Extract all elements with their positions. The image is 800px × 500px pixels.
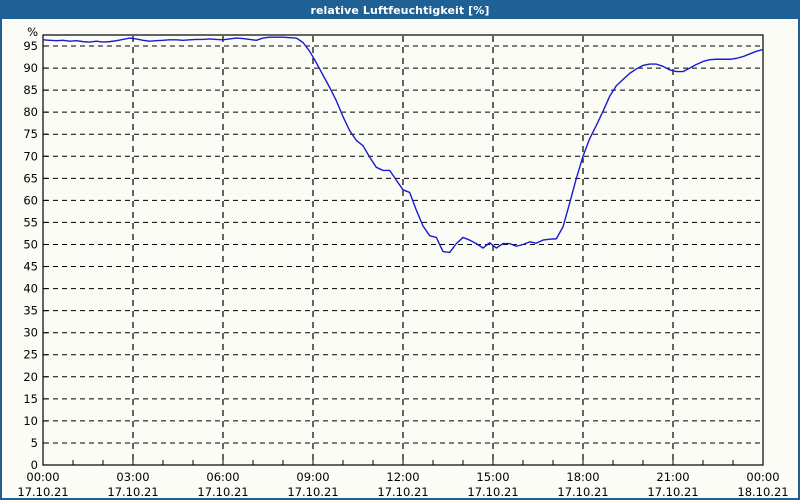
x-tick-label-time: 18:00	[566, 470, 599, 484]
y-tick-label: 20	[23, 370, 38, 384]
x-tick-label-date: 17.10.21	[287, 485, 338, 498]
x-axis-labels: 00:0017.10.2103:0017.10.2106:0017.10.210…	[17, 470, 788, 498]
x-tick-label-time: 00:00	[26, 470, 59, 484]
x-tick-label-time: 00:00	[746, 470, 779, 484]
y-tick-label: 15	[23, 392, 38, 406]
x-tick-label-date: 17.10.21	[377, 485, 428, 498]
y-tick-label: 0	[31, 458, 38, 472]
x-tick-label-time: 21:00	[656, 470, 689, 484]
x-tick-label-time: 06:00	[206, 470, 239, 484]
x-tick-label-date: 17.10.21	[557, 485, 608, 498]
plot-frame	[42, 34, 764, 466]
y-tick-label: 50	[23, 237, 38, 251]
y-tick-label: 80	[23, 105, 38, 119]
x-tick-label-date: 17.10.21	[467, 485, 518, 498]
window-title-bar: relative Luftfeuchtigkeit [%]	[2, 2, 798, 19]
y-tick-label: 25	[23, 348, 38, 362]
y-tick-label: 30	[23, 326, 38, 340]
x-tick-label-time: 03:00	[116, 470, 149, 484]
y-tick-label: 95	[23, 39, 38, 53]
page-title: relative Luftfeuchtigkeit [%]	[310, 4, 490, 17]
x-tick-label-time: 09:00	[296, 470, 329, 484]
y-tick-label: 90	[23, 61, 38, 75]
x-gridlines	[132, 36, 674, 464]
x-tick-label-date: 17.10.21	[647, 485, 698, 498]
y-tick-label: 75	[23, 127, 38, 141]
x-tick-label-date: 18.10.21	[737, 485, 788, 498]
x-tick-label-time: 15:00	[476, 470, 509, 484]
y-tick-label: 70	[23, 149, 38, 163]
x-tick-label-date: 17.10.21	[17, 485, 68, 498]
y-tick-label: 35	[23, 304, 38, 318]
x-tick-label-date: 17.10.21	[107, 485, 158, 498]
x-tick-label-date: 17.10.21	[197, 485, 248, 498]
y-tick-label: 10	[23, 414, 38, 428]
x-tick-label-time: 12:00	[386, 470, 419, 484]
humidity-series-line	[42, 36, 764, 254]
y-tick-label: 65	[23, 171, 38, 185]
y-tick-label: 60	[23, 193, 38, 207]
plot-area-container: 95 90 85 80 75 70 65 60 55 50 45 40 35 30 25 20 15 10 5 0 0…	[2, 19, 798, 498]
y-tick-label: 55	[23, 215, 38, 229]
chart-background	[2, 19, 798, 498]
y-tick-label: 85	[23, 83, 38, 97]
y-tick-label: 5	[31, 436, 38, 450]
y-tick-label: 40	[23, 282, 38, 296]
y-axis-unit-label: %	[27, 25, 38, 39]
y-tick-label: 45	[23, 260, 38, 274]
y-gridlines	[44, 45, 762, 444]
